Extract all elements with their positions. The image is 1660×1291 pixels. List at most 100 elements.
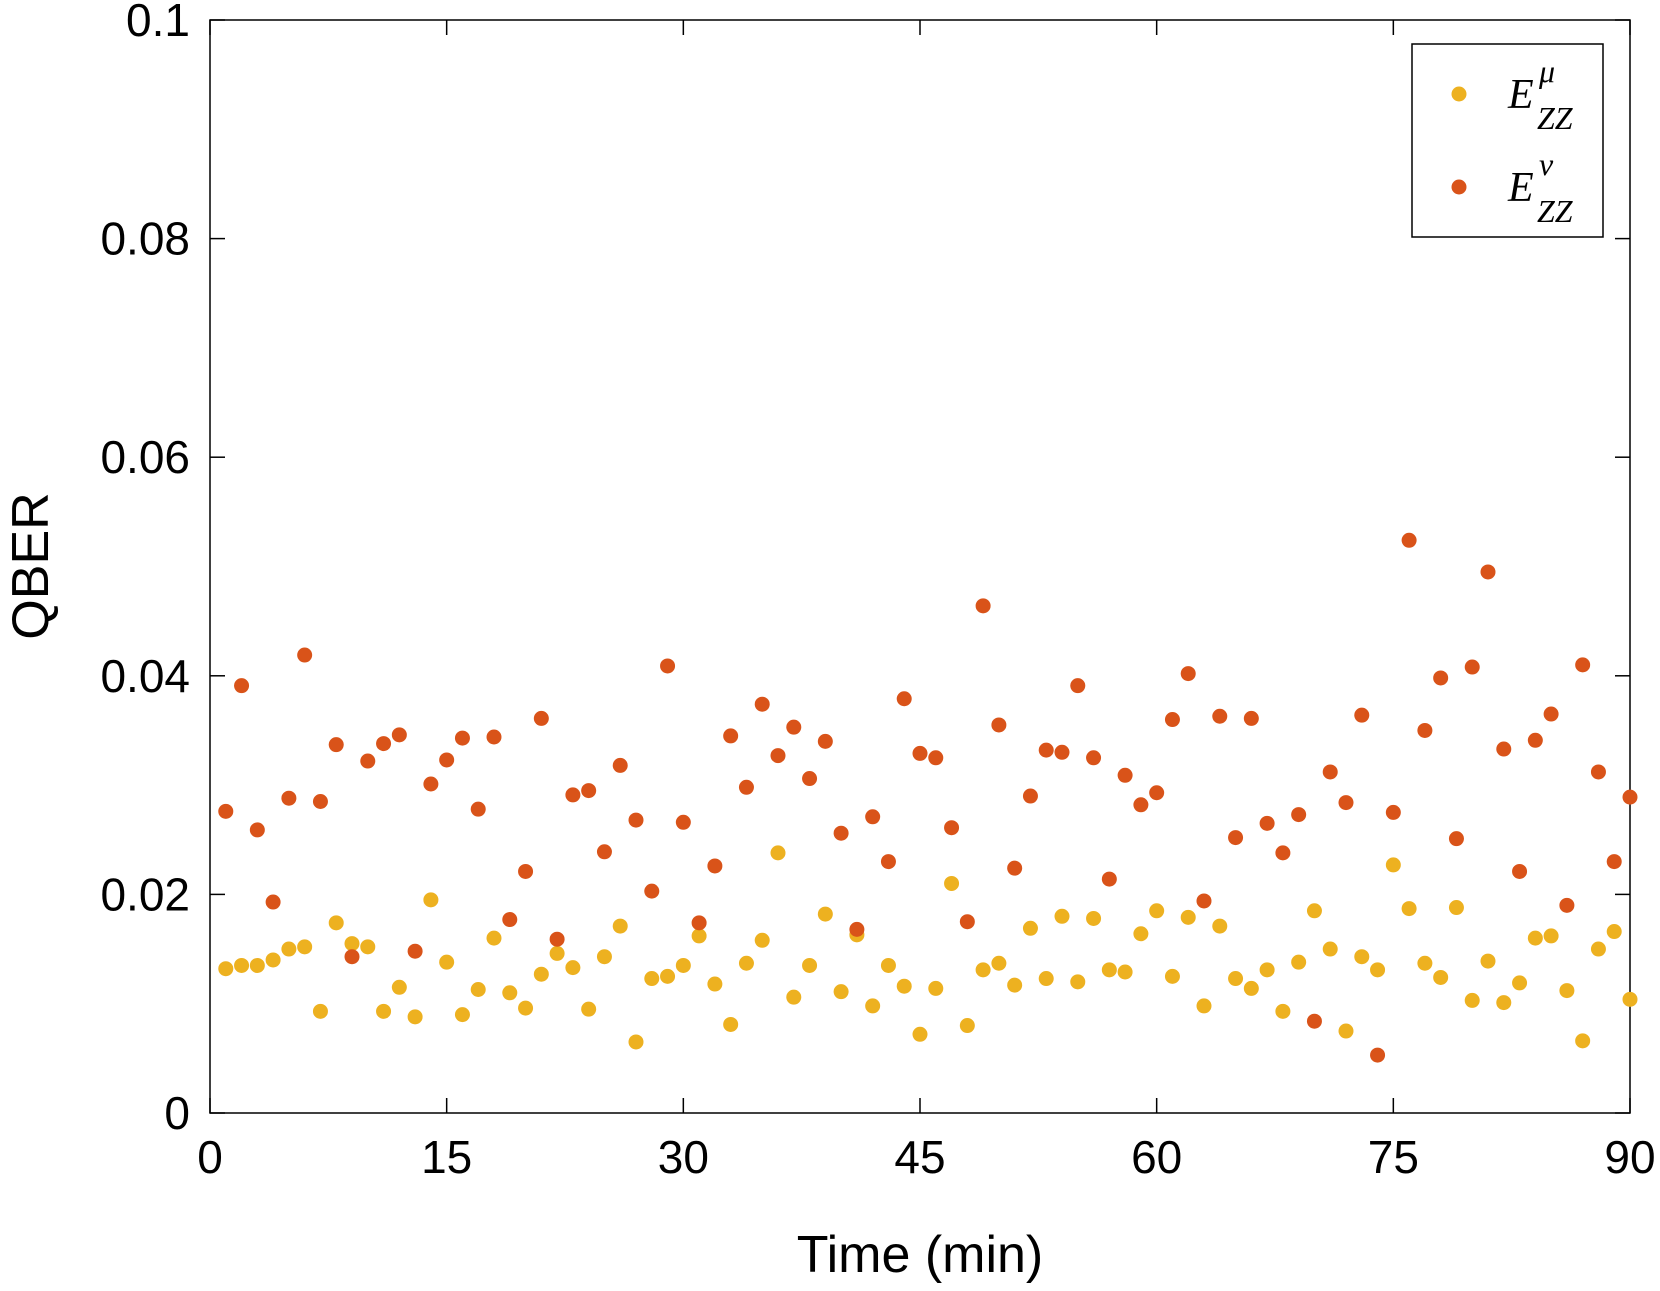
series-2-points bbox=[218, 532, 1638, 1063]
data-point-series-1 bbox=[628, 1034, 644, 1050]
data-point-series-2 bbox=[1401, 532, 1417, 548]
y-tick-label: 0.02 bbox=[100, 868, 190, 920]
y-tick-label: 0 bbox=[164, 1087, 190, 1139]
data-point-series-2 bbox=[1275, 845, 1291, 861]
data-point-series-2 bbox=[754, 696, 770, 712]
data-point-series-2 bbox=[360, 753, 376, 769]
data-point-series-1 bbox=[1559, 983, 1575, 999]
data-point-series-2 bbox=[1117, 767, 1133, 783]
data-point-series-1 bbox=[565, 960, 581, 976]
data-points bbox=[218, 532, 1638, 1063]
data-point-series-1 bbox=[1543, 928, 1559, 944]
legend-sup-series-1: μ bbox=[1538, 53, 1555, 89]
data-point-series-1 bbox=[1338, 1023, 1354, 1039]
data-point-series-2 bbox=[1480, 564, 1496, 580]
data-point-series-2 bbox=[344, 949, 360, 965]
data-point-series-1 bbox=[1496, 995, 1512, 1011]
data-point-series-1 bbox=[691, 928, 707, 944]
data-point-series-2 bbox=[1448, 831, 1464, 847]
data-point-series-2 bbox=[549, 931, 565, 947]
x-tick-label: 15 bbox=[421, 1131, 472, 1183]
x-axis-title: Time (min) bbox=[797, 1226, 1044, 1284]
data-point-series-1 bbox=[265, 952, 281, 968]
data-point-series-1 bbox=[928, 980, 944, 996]
data-point-series-2 bbox=[470, 801, 486, 817]
data-point-series-2 bbox=[502, 912, 518, 928]
legend-marker-series-1 bbox=[1451, 86, 1467, 102]
series-1-points bbox=[218, 845, 1638, 1050]
data-point-series-1 bbox=[1306, 903, 1322, 919]
data-point-series-2 bbox=[912, 745, 928, 761]
data-point-series-2 bbox=[234, 678, 250, 694]
data-point-series-2 bbox=[454, 730, 470, 746]
data-point-series-1 bbox=[391, 979, 407, 995]
data-point-series-1 bbox=[1417, 955, 1433, 971]
data-point-series-2 bbox=[738, 779, 754, 795]
data-point-series-1 bbox=[880, 957, 896, 973]
data-point-series-2 bbox=[1417, 722, 1433, 738]
data-point-series-1 bbox=[1622, 991, 1638, 1007]
data-point-series-1 bbox=[376, 1003, 392, 1019]
data-point-series-2 bbox=[581, 783, 597, 799]
data-point-series-2 bbox=[1259, 815, 1275, 831]
data-point-series-1 bbox=[1101, 962, 1117, 978]
legend-sup-series-2: ν bbox=[1539, 146, 1554, 182]
data-point-series-1 bbox=[533, 966, 549, 982]
data-point-series-2 bbox=[518, 863, 534, 879]
data-point-series-2 bbox=[596, 844, 612, 860]
data-point-series-1 bbox=[1149, 903, 1165, 919]
data-point-series-2 bbox=[1543, 706, 1559, 722]
data-point-series-1 bbox=[312, 1003, 328, 1019]
data-point-series-2 bbox=[802, 771, 818, 787]
data-point-series-2 bbox=[1228, 830, 1244, 846]
data-point-series-2 bbox=[1512, 863, 1528, 879]
data-point-series-2 bbox=[975, 598, 991, 614]
data-point-series-1 bbox=[549, 945, 565, 961]
data-point-series-2 bbox=[1370, 1047, 1386, 1063]
data-point-series-1 bbox=[1054, 908, 1070, 924]
data-point-series-1 bbox=[1433, 969, 1449, 985]
x-tick-label: 75 bbox=[1368, 1131, 1419, 1183]
legend-box bbox=[1411, 43, 1604, 238]
data-point-series-1 bbox=[423, 892, 439, 908]
data-point-series-2 bbox=[1086, 750, 1102, 766]
data-point-series-1 bbox=[817, 906, 833, 922]
data-point-series-1 bbox=[723, 1016, 739, 1032]
y-tick-label: 0.08 bbox=[100, 213, 190, 265]
data-point-series-1 bbox=[439, 954, 455, 970]
data-point-series-1 bbox=[660, 968, 676, 984]
data-point-series-1 bbox=[1164, 968, 1180, 984]
data-point-series-1 bbox=[407, 1009, 423, 1025]
data-point-series-2 bbox=[991, 717, 1007, 733]
legend: E μ ZZ E ν ZZ bbox=[1411, 43, 1604, 238]
data-point-series-2 bbox=[833, 825, 849, 841]
data-point-series-1 bbox=[1212, 918, 1228, 934]
data-point-series-1 bbox=[975, 962, 991, 978]
data-point-series-1 bbox=[1401, 901, 1417, 917]
data-point-series-1 bbox=[612, 918, 628, 934]
data-point-series-2 bbox=[1038, 742, 1054, 758]
data-point-series-1 bbox=[581, 1001, 597, 1017]
data-point-series-1 bbox=[1527, 930, 1543, 946]
data-point-series-2 bbox=[1575, 657, 1591, 673]
axis-ticks bbox=[209, 19, 1631, 1114]
data-point-series-1 bbox=[1196, 998, 1212, 1014]
data-point-series-1 bbox=[596, 949, 612, 965]
data-point-series-2 bbox=[1590, 764, 1606, 780]
data-point-series-2 bbox=[880, 854, 896, 870]
data-point-series-1 bbox=[218, 961, 234, 977]
data-point-series-2 bbox=[1291, 807, 1307, 823]
data-point-series-1 bbox=[1117, 964, 1133, 980]
tick-labels: 0 15 30 45 60 75 90 0 0.02 0.04 0.06 0.08 0.1 bbox=[100, 0, 1655, 1183]
data-point-series-1 bbox=[754, 932, 770, 948]
data-point-series-1 bbox=[1275, 1003, 1291, 1019]
x-tick-label: 45 bbox=[894, 1131, 945, 1183]
data-point-series-2 bbox=[439, 752, 455, 768]
data-point-series-1 bbox=[1575, 1033, 1591, 1049]
data-point-series-1 bbox=[249, 957, 265, 973]
data-point-series-1 bbox=[1464, 992, 1480, 1008]
data-point-series-2 bbox=[628, 812, 644, 828]
data-point-series-2 bbox=[376, 736, 392, 752]
y-tick-label: 0.06 bbox=[100, 431, 190, 483]
